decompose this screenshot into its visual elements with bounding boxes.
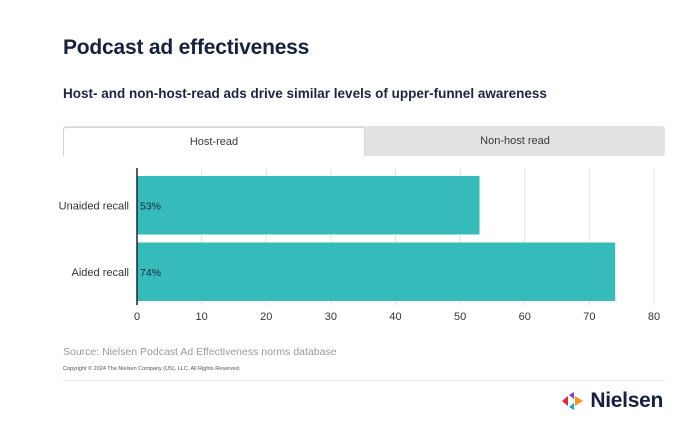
data-label: 53% [140, 200, 161, 212]
copyright-note: Copyright © 2024 The Nielsen Company (US… [63, 366, 241, 372]
x-tick-label: 40 [389, 311, 401, 323]
data-label: 74% [140, 267, 161, 279]
x-tick-label: 30 [325, 311, 337, 323]
x-tick-label: 80 [648, 311, 660, 323]
x-tick-label: 10 [196, 311, 208, 323]
nielsen-logo-icon [562, 392, 584, 410]
bar [137, 242, 616, 301]
category-label: Unaided recall [59, 200, 129, 212]
x-tick-label: 20 [260, 311, 272, 323]
x-tick-label: 50 [454, 311, 466, 323]
category-label: Aided recall [72, 267, 129, 279]
tab-host-read[interactable]: Host-read [63, 127, 365, 156]
x-tick-label: 0 [134, 311, 140, 323]
chart-subtitle: Host- and non-host-read ads drive simila… [63, 86, 547, 101]
source-note: Source: Nielsen Podcast Ad Effectiveness… [63, 346, 337, 358]
tab-bar: Host-read Non-host read [63, 126, 665, 156]
page-title: Podcast ad effectiveness [63, 36, 310, 59]
nielsen-logo-text: Nielsen [590, 389, 663, 412]
nielsen-logo: Nielsen [560, 389, 663, 413]
bar [137, 176, 480, 235]
footer-divider [63, 380, 665, 381]
x-tick-label: 60 [519, 311, 531, 323]
tab-non-host-read[interactable]: Non-host read [480, 135, 550, 147]
x-tick-label: 70 [583, 311, 595, 323]
